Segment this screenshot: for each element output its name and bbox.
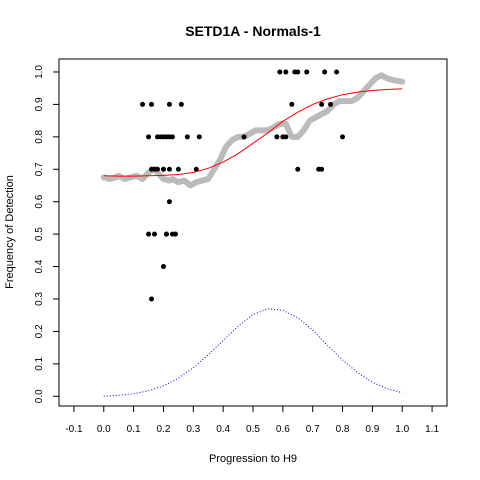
data-point: [169, 134, 175, 140]
data-point: [175, 166, 181, 172]
x-tick-label: 1.1: [425, 424, 439, 435]
data-point: [184, 134, 190, 140]
data-point: [160, 166, 166, 172]
x-tick-label: 0.4: [216, 424, 230, 435]
x-tick-label: 0.6: [276, 424, 290, 435]
red-fitted-curve: [103, 88, 403, 177]
data-point: [283, 134, 289, 140]
data-point: [163, 231, 169, 237]
y-tick-label: 0.2: [34, 324, 45, 338]
data-point: [152, 231, 158, 237]
x-tick-label: 0.1: [127, 424, 141, 435]
data-point: [157, 134, 163, 140]
y-tick-label: 0.6: [34, 194, 45, 208]
plot-frame: [58, 58, 448, 407]
data-point: [166, 101, 172, 107]
data-point: [146, 231, 152, 237]
data-point: [196, 134, 202, 140]
data-point: [295, 166, 301, 172]
grey-series: [100, 72, 406, 189]
data-point: [241, 134, 247, 140]
x-tick-label: 0.8: [336, 424, 350, 435]
data-point: [160, 264, 166, 270]
data-point: [340, 134, 346, 140]
data-point: [154, 166, 160, 172]
data-point: [283, 69, 289, 75]
x-tick-label: 0.3: [186, 424, 200, 435]
data-point: [166, 199, 172, 205]
x-tick-label: 0.7: [306, 424, 320, 435]
data-point: [274, 134, 280, 140]
data-point: [334, 69, 340, 75]
data-point: [146, 134, 152, 140]
data-point: [149, 101, 155, 107]
data-point: [319, 166, 325, 172]
blue-density-curve: [103, 308, 403, 397]
data-point: [277, 69, 283, 75]
black-points-series: [140, 69, 346, 302]
data-point: [193, 166, 199, 172]
grey-point: [399, 78, 406, 85]
data-point: [178, 101, 184, 107]
data-point: [304, 69, 310, 75]
data-point: [289, 101, 295, 107]
data-point: [319, 101, 325, 107]
x-tick-label: -0.1: [65, 424, 83, 435]
data-point: [328, 101, 334, 107]
data-point: [322, 69, 328, 75]
x-tick-label: 0.0: [97, 424, 111, 435]
data-point: [166, 166, 172, 172]
y-tick-label: 0.9: [34, 97, 45, 111]
y-tick-label: 0.8: [34, 129, 45, 143]
x-tick-label: 0.2: [157, 424, 171, 435]
x-tick-label: 0.9: [365, 424, 379, 435]
y-tick-label: 0.4: [34, 259, 45, 273]
y-tick-label: 0.7: [34, 162, 45, 176]
y-axis-label: Frequency of Detection: [4, 175, 16, 289]
y-tick-label: 0.5: [34, 227, 45, 241]
chart-title: SETD1A - Normals-1: [185, 23, 321, 39]
data-point: [149, 296, 155, 302]
x-tick-label: 0.5: [246, 424, 260, 435]
x-axis-label: Progression to H9: [209, 453, 297, 465]
y-tick-label: 0.0: [34, 389, 45, 403]
y-tick-label: 0.3: [34, 292, 45, 306]
x-axis: -0.1 0.0 0.1 0.2 0.3 0.4 0.5 0.6 0.7 0.8 0.9 1.0 1.1: [65, 406, 439, 435]
data-point: [140, 101, 146, 107]
data-point: [172, 231, 178, 237]
data-point: [295, 69, 301, 75]
y-tick-label: 0.1: [34, 356, 45, 370]
y-tick-label: 1.0: [34, 65, 45, 79]
data-point: [149, 166, 155, 172]
x-tick-label: 1.0: [395, 424, 409, 435]
y-axis: 0.0 0.1 0.2 0.3 0.4 0.5 0.6 0.7 0.8 0.9 1.0: [34, 65, 59, 403]
